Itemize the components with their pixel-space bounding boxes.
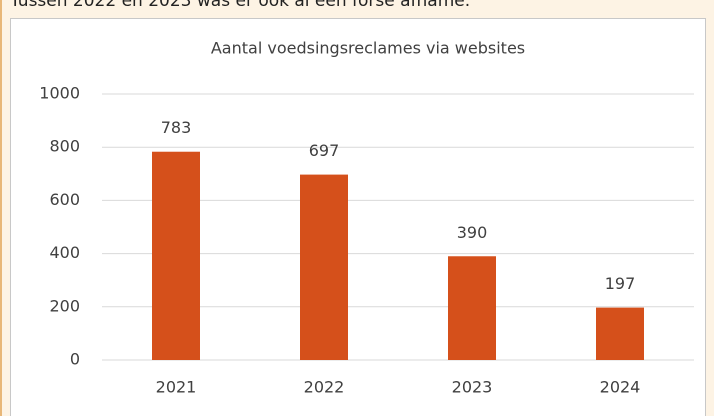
x-tick-label: 2023 [452,378,493,397]
chart: Aantal voedsingsreclames via websites 0 2… [10,18,706,416]
data-label: 197 [605,274,636,293]
chart-frame [10,18,706,416]
y-tick-label: 400 [49,243,80,262]
x-tick-label: 2022 [304,378,345,397]
y-tick-label: 1000 [39,84,80,103]
bar [152,151,200,360]
y-tick-label: 200 [49,296,80,315]
bar [448,256,496,360]
y-tick-label: 600 [49,190,80,209]
y-tick-label: 800 [49,137,80,156]
x-tick-label: 2024 [600,378,641,397]
chart-title: Aantal voedsingsreclames via websites [211,39,525,58]
data-label: 390 [457,223,488,242]
data-label: 697 [309,141,340,160]
bar [300,174,348,360]
data-label: 783 [161,118,192,137]
y-tick-label: 0 [70,350,80,369]
x-tick-label: 2021 [156,378,197,397]
bar [596,307,644,360]
intro-text: Tussen 2022 en 2023 was er ook al een fo… [10,0,471,11]
